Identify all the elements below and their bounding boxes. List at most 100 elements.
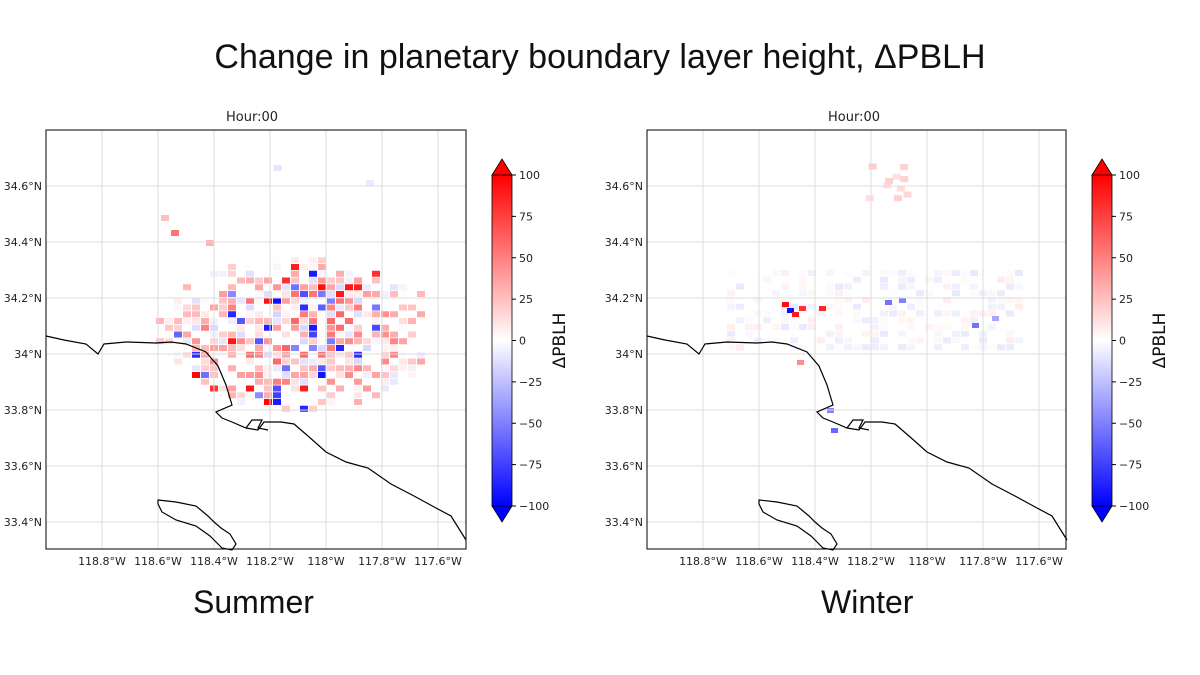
pblh-cell — [844, 297, 852, 303]
pblh-cell — [318, 372, 326, 378]
pblh-cell — [399, 338, 407, 345]
pblh-cell — [183, 351, 191, 358]
pblh-cell — [228, 338, 236, 345]
pblh-cell — [880, 283, 888, 290]
pblh-cell — [363, 365, 371, 372]
pblh-cell — [309, 270, 317, 277]
pblh-cell — [255, 324, 263, 331]
pblh-cell — [763, 310, 771, 317]
pblh-cell — [264, 345, 272, 351]
pblh-cell — [300, 358, 308, 365]
plot-frame — [45, 129, 467, 550]
pblh-cell — [327, 324, 335, 331]
pblh-cell — [900, 164, 909, 171]
pblh-cell — [417, 297, 425, 304]
latitude-tick-label: 33.6°N — [605, 460, 643, 473]
pblh-cell — [237, 345, 245, 351]
pblh-cell — [201, 318, 209, 324]
pblh-cell — [997, 276, 1005, 283]
pblh-cell — [327, 365, 335, 372]
pblh-cell — [381, 311, 389, 318]
pblh-cell — [318, 318, 326, 324]
pblh-cell — [916, 290, 924, 297]
pblh-cell — [408, 372, 416, 378]
pblh-cell — [1006, 330, 1014, 337]
pblh-cell — [408, 358, 416, 365]
pblh-cell — [273, 324, 281, 331]
pblh-cell — [934, 324, 942, 330]
pblh-cell — [390, 291, 398, 297]
pblh-cell — [934, 344, 942, 351]
pblh-cell — [255, 372, 263, 378]
pblh-cell — [192, 297, 200, 304]
pblh-cell — [390, 365, 398, 372]
pblh-cell — [318, 385, 326, 392]
pblh-cell — [354, 284, 362, 291]
pblh-cell — [381, 365, 389, 372]
pblh-cell — [174, 351, 182, 358]
longitude-tick-label: 117.8°W — [959, 555, 1007, 568]
pblh-cell — [390, 378, 398, 385]
pblh-cell — [273, 311, 281, 318]
colorbar-tick-label: −75 — [519, 459, 542, 472]
pblh-cell — [399, 284, 407, 291]
pblh-cell — [903, 191, 912, 198]
colorbar-tick-label: 100 — [1119, 169, 1140, 182]
pblh-cell — [417, 311, 425, 318]
pblh-cell — [273, 378, 281, 385]
pblh-cell — [898, 317, 906, 324]
winter-panel-subtitle: Hour:00 — [828, 110, 881, 125]
pblh-cell — [898, 344, 906, 351]
longitude-tick-label: 118.4°W — [190, 555, 238, 568]
pblh-cell — [808, 317, 816, 324]
pblh-cell — [826, 290, 834, 297]
pblh-cell — [934, 303, 942, 310]
pblh-cell — [799, 324, 807, 330]
pblh-cell — [952, 310, 960, 317]
pblh-cell — [880, 317, 888, 324]
pblh-cell — [381, 351, 389, 358]
pblh-cell — [835, 324, 843, 330]
pblh-cell — [201, 378, 209, 385]
pblh-cell — [228, 291, 236, 297]
pblh-cell — [192, 365, 200, 372]
pblh-cell — [862, 344, 870, 351]
longitude-tick-label: 118°W — [908, 555, 945, 568]
pblh-cell — [835, 330, 843, 337]
pblh-cell — [808, 283, 816, 290]
pblh-cell — [1006, 344, 1014, 351]
pblh-cell — [201, 324, 209, 331]
pblh-cell — [835, 290, 843, 297]
pblh-cell — [309, 324, 317, 331]
pblh-cell — [309, 358, 317, 365]
pblh-cell — [390, 372, 398, 378]
pblh-cell — [273, 297, 281, 304]
colorbar-tick-label: 50 — [519, 252, 533, 265]
pblh-cell — [363, 291, 371, 297]
pblh-cell — [808, 324, 816, 330]
pblh-cell — [192, 324, 200, 331]
pblh-cell — [970, 290, 978, 297]
pblh-cell — [381, 331, 389, 338]
pblh-cell — [192, 372, 200, 378]
pblh-cell — [835, 297, 843, 303]
pblh-cell — [808, 290, 816, 297]
pblh-cell — [997, 324, 1005, 330]
pblh-cell — [754, 337, 762, 344]
summer-colorbar: 100 75 50 25 0 −25 −50 −75 −100 ΔPBLH — [491, 158, 570, 523]
pblh-cell — [381, 358, 389, 365]
pblh-cell — [282, 297, 290, 304]
pblh-cell — [736, 270, 744, 276]
pblh-cell — [745, 330, 753, 337]
pblh-cell — [273, 304, 281, 311]
pblh-cell — [736, 317, 744, 324]
pblh-cell — [772, 290, 780, 297]
pblh-cell — [826, 270, 834, 276]
pblh-cell — [282, 345, 290, 351]
pblh-cell — [943, 337, 951, 344]
pblh-cell — [345, 304, 353, 311]
pblh-cell — [399, 358, 407, 365]
pblh-cell — [408, 318, 416, 324]
pblh-cell — [219, 297, 227, 304]
pblh-cell — [952, 290, 960, 297]
